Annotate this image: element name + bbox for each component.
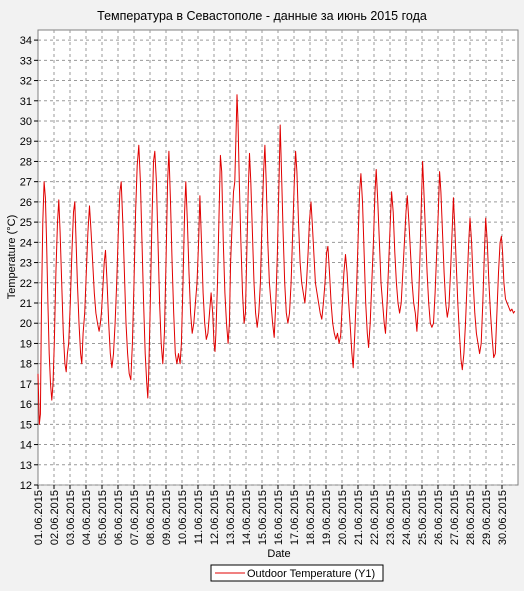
x-tick-label: 07.06.2015: [129, 490, 141, 545]
x-tick-label: 29.06.2015: [481, 490, 493, 545]
y-tick-label: 12: [20, 480, 32, 492]
y-tick-label: 34: [20, 35, 32, 47]
x-axis-ticks: 01.06.2015 02.06.2015 03.06.2015 04.06.2015…: [33, 485, 509, 545]
y-tick-label: 19: [20, 338, 32, 350]
x-tick-label: 16.06.2015: [273, 490, 285, 545]
y-axis-title: Temperature (°C): [6, 215, 18, 299]
y-tick-label: 18: [20, 359, 32, 371]
y-tick-label: 27: [20, 177, 32, 189]
y-tick-label: 28: [20, 156, 32, 168]
series-line: [37, 94, 516, 425]
x-tick-label: 13.06.2015: [225, 490, 237, 545]
legend-label: Outdoor Temperature (Y1): [247, 568, 375, 580]
x-tick-label: 08.06.2015: [145, 490, 157, 545]
y-tick-label: 29: [20, 136, 32, 148]
y-tick-label: 23: [20, 258, 32, 270]
y-tick-label: 13: [20, 460, 32, 472]
x-tick-label: 05.06.2015: [97, 490, 109, 545]
x-tick-label: 30.06.2015: [497, 490, 509, 545]
x-tick-label: 17.06.2015: [289, 490, 301, 545]
y-tick-label: 20: [20, 318, 32, 330]
x-tick-label: 14.06.2015: [241, 490, 253, 545]
y-tick-label: 16: [20, 399, 32, 411]
x-tick-label: 22.06.2015: [369, 490, 381, 545]
y-tick-label: 22: [20, 278, 32, 290]
y-tick-label: 25: [20, 217, 32, 229]
x-tick-label: 02.06.2015: [49, 490, 61, 545]
x-tick-label: 25.06.2015: [417, 490, 429, 545]
x-tick-label: 21.06.2015: [353, 490, 365, 545]
legend-box: [210, 564, 384, 582]
y-tick-label: 33: [20, 55, 32, 67]
legend: Outdoor Temperature (Y1): [210, 564, 384, 582]
x-tick-label: 10.06.2015: [177, 490, 189, 545]
chart-title: Температура в Севастополе - данные за ию…: [97, 9, 427, 23]
x-tick-label: 20.06.2015: [337, 490, 349, 545]
y-tick-label: 15: [20, 419, 32, 431]
y-tick-label: 17: [20, 379, 32, 391]
x-tick-label: 06.06.2015: [113, 490, 125, 545]
y-tick-label: 14: [20, 440, 32, 452]
x-tick-label: 23.06.2015: [385, 490, 397, 545]
y-tick-label: 26: [20, 197, 32, 209]
y-tick-label: 30: [20, 116, 32, 128]
x-tick-label: 09.06.2015: [161, 490, 173, 545]
y-axis-ticks: 12 13 14 15 16 17 18 19 20 21 22 23 24 25 26 27 28 29 30 31…: [20, 35, 38, 492]
x-tick-label: 18.06.2015: [305, 490, 317, 545]
x-tick-label: 03.06.2015: [65, 490, 77, 545]
x-tick-label: 26.06.2015: [433, 490, 445, 545]
y-tick-label: 31: [20, 96, 32, 108]
x-tick-label: 11.06.2015: [193, 490, 205, 544]
x-tick-label: 19.06.2015: [321, 490, 333, 545]
y-tick-label: 24: [20, 237, 32, 249]
x-tick-label: 28.06.2015: [465, 490, 477, 545]
x-tick-label: 01.06.2015: [33, 490, 45, 545]
x-tick-label: 27.06.2015: [449, 490, 461, 545]
x-tick-label: 12.06.2015: [209, 490, 221, 545]
y-tick-label: 21: [20, 298, 32, 310]
x-axis-title: Date: [267, 548, 290, 560]
x-tick-label: 24.06.2015: [401, 490, 413, 545]
x-tick-label: 04.06.2015: [81, 490, 93, 545]
x-tick-label: 15.06.2015: [257, 490, 269, 545]
series-layer: [37, 94, 516, 425]
y-tick-label: 32: [20, 76, 32, 88]
